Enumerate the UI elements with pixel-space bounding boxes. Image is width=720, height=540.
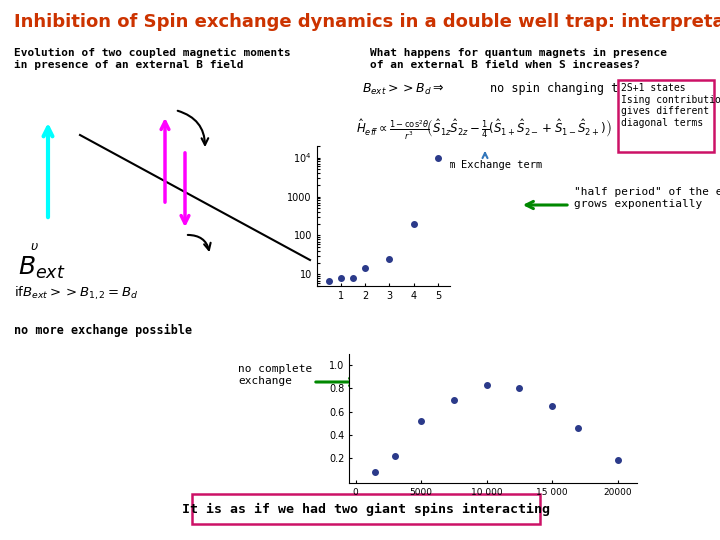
Text: Evolution of two coupled magnetic moments
in presence of an external B field: Evolution of two coupled magnetic moment… — [14, 48, 291, 70]
Text: $\upsilon$: $\upsilon$ — [30, 240, 39, 253]
Point — [546, 401, 558, 410]
Bar — [192, 494, 540, 524]
Text: Inhibition of Spin exchange dynamics in a double well trap: interpretation (2): Inhibition of Spin exchange dynamics in … — [14, 13, 720, 31]
Point — [432, 153, 444, 162]
Point — [369, 468, 381, 476]
Point — [448, 396, 459, 404]
Text: $B_{ext} >> B_d \Rightarrow$: $B_{ext} >> B_d \Rightarrow$ — [362, 82, 444, 97]
Point — [336, 274, 347, 282]
Point — [390, 451, 401, 460]
Text: It is as if we had two giant spins interacting: It is as if we had two giant spins inter… — [182, 502, 550, 516]
Point — [359, 264, 371, 272]
Text: $\hat{H}_{eff} \propto \frac{1-\cos^2\!\theta}{r^3}\!\left(\hat{S}_{1z}\hat{S}_{: $\hat{H}_{eff} \propto \frac{1-\cos^2\!\… — [356, 118, 612, 142]
Bar — [618, 80, 714, 152]
Point — [572, 423, 584, 432]
Text: no spin changing terms: no spin changing terms — [490, 82, 647, 95]
Text: What happens for quantum magnets in presence
of an external B field when S incre: What happens for quantum magnets in pres… — [370, 48, 667, 70]
Text: Ising term: Ising term — [393, 160, 456, 170]
Text: $B_{ext}$: $B_{ext}$ — [18, 255, 66, 281]
Point — [612, 456, 624, 464]
Text: Exchange term: Exchange term — [461, 160, 542, 170]
Point — [408, 219, 420, 228]
Text: no complete
exchange: no complete exchange — [238, 364, 312, 386]
Point — [513, 384, 525, 393]
Text: if$B_{ext} >> B_{1,2} = B_d$: if$B_{ext} >> B_{1,2} = B_d$ — [14, 285, 138, 302]
Point — [347, 274, 359, 282]
Point — [323, 276, 335, 285]
Text: no more exchange possible: no more exchange possible — [14, 324, 192, 337]
Point — [415, 416, 427, 425]
Text: 2S+1 states
Ising contribution
gives different
diagonal terms: 2S+1 states Ising contribution gives dif… — [621, 83, 720, 128]
Point — [481, 381, 492, 389]
Text: "half period" of the exchange
grows exponentially: "half period" of the exchange grows expo… — [574, 187, 720, 209]
Point — [384, 255, 395, 264]
